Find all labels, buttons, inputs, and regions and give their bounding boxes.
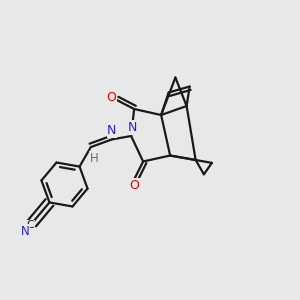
Text: H: H: [89, 152, 98, 165]
Text: N: N: [128, 121, 137, 134]
Text: N: N: [107, 124, 117, 137]
Text: N: N: [21, 225, 30, 238]
Text: O: O: [129, 179, 139, 192]
Text: O: O: [106, 91, 116, 104]
Text: C: C: [26, 220, 34, 230]
